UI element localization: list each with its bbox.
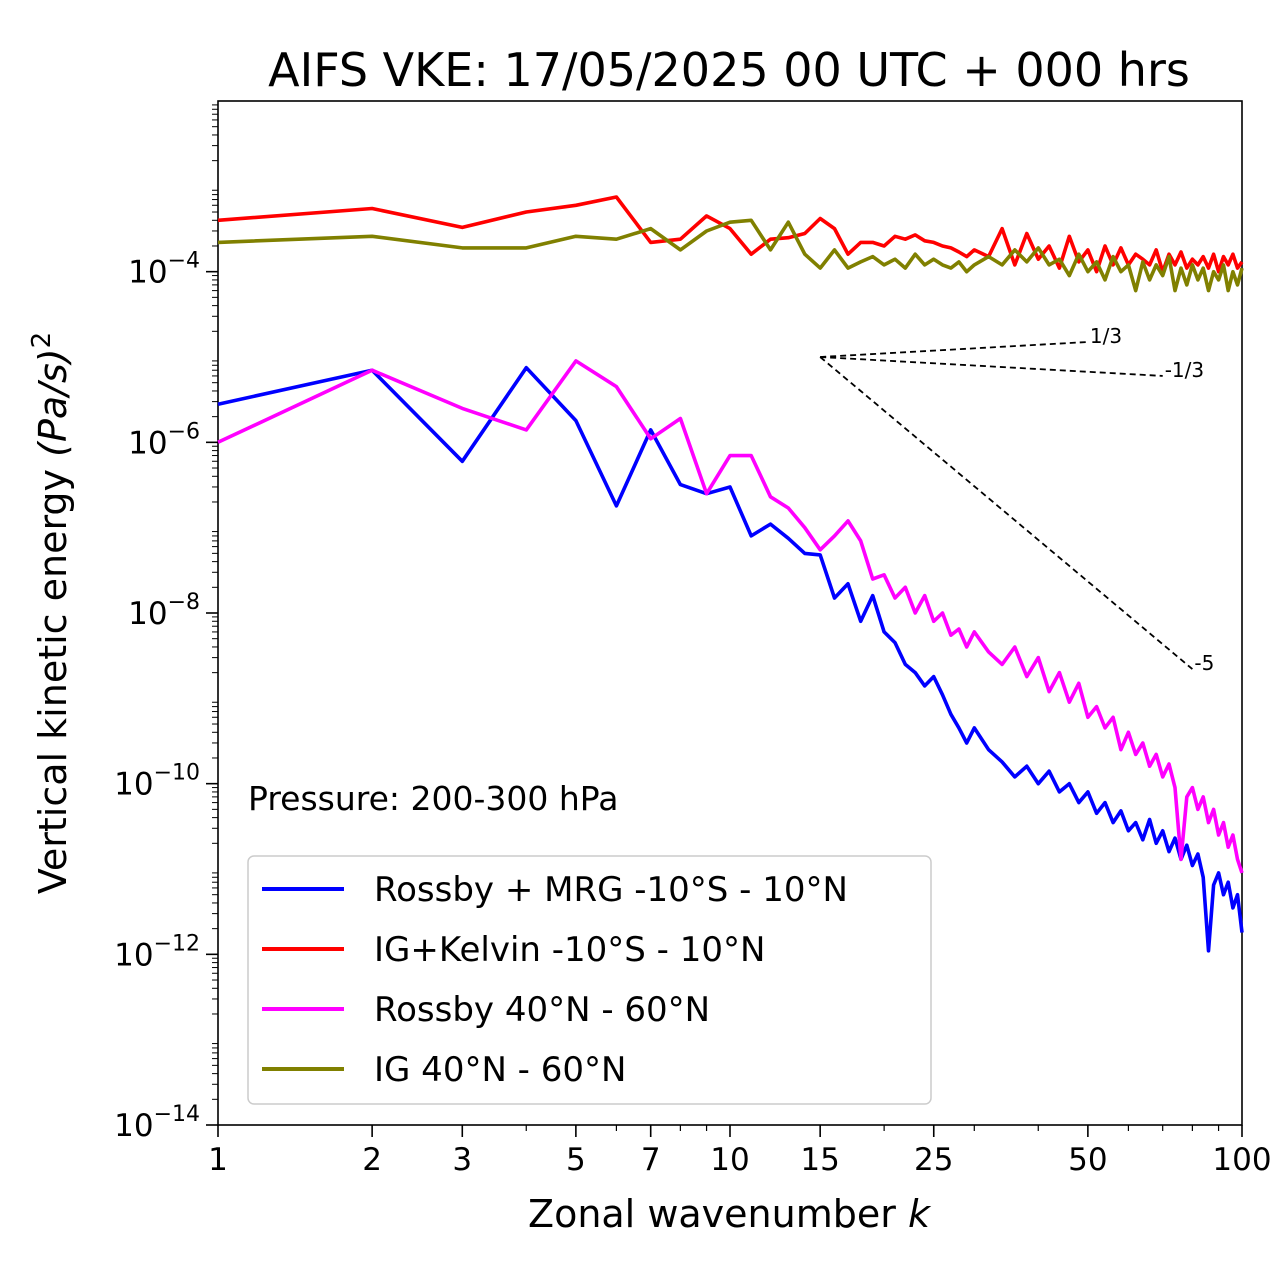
- y-tick-label: 10−6: [128, 419, 200, 461]
- series-line-1: [217, 195, 1244, 274]
- x-tick-label: 7: [641, 1142, 661, 1178]
- reference-slopes: 1/3 -1/3 -5: [819, 324, 1214, 675]
- reference-slope-line: [819, 356, 1193, 670]
- y-tick-label: 10−4: [128, 249, 200, 291]
- x-tick-label: 10: [710, 1142, 749, 1178]
- legend-box: [247, 855, 932, 1105]
- y-tick-label: 10−8: [128, 590, 200, 632]
- series-line-3: [217, 218, 1244, 293]
- reference-slope-label: -5: [1194, 651, 1214, 675]
- chart-title: AIFS VKE: 17/05/2025 00 UTC + 000 hrs: [268, 43, 1190, 97]
- x-axis: 1 2 3 5 7 10 15 25 50 100: [208, 1125, 1272, 1178]
- x-tick-label: 100: [1212, 1142, 1271, 1178]
- y-axis-label: Vertical kinetic energy (Pa/s)2: [27, 332, 75, 894]
- reference-slope-label: 1/3: [1090, 324, 1122, 348]
- series-layer: [217, 195, 1244, 953]
- x-tick-label: 1: [208, 1142, 228, 1178]
- series-line-0: [217, 365, 1244, 953]
- y-tick-label: 10−14: [114, 1102, 200, 1144]
- x-tick-label: 15: [800, 1142, 839, 1178]
- y-tick-label: 10−10: [114, 761, 200, 803]
- x-tick-label: 5: [566, 1142, 586, 1178]
- legend-label: Rossby 40°N - 60°N: [374, 990, 710, 1030]
- legend-label: IG 40°N - 60°N: [374, 1050, 626, 1090]
- pressure-annotation: Pressure: 200-300 hPa: [248, 779, 618, 818]
- x-tick-label: 3: [452, 1142, 472, 1178]
- legend-label: Rossby + MRG -10°S - 10°N: [374, 870, 848, 910]
- series-line-2: [217, 359, 1244, 874]
- reference-slope-label: -1/3: [1165, 358, 1204, 382]
- x-tick-label: 25: [914, 1142, 953, 1178]
- legend: Rossby + MRG -10°S - 10°N IG+Kelvin -10°S…: [247, 855, 932, 1105]
- x-tick-label: 50: [1068, 1142, 1107, 1178]
- x-axis-label: Zonal wavenumber k: [528, 1192, 932, 1236]
- reference-slope-line: [820, 341, 1088, 358]
- legend-label: IG+Kelvin -10°S - 10°N: [374, 930, 765, 970]
- plot-area: 1/3 -1/3 -5: [217, 100, 1244, 1126]
- reference-slope-line: [820, 356, 1163, 377]
- y-axis: 10−4 10−6 10−8 10−10 10−12 10−14: [114, 104, 218, 1144]
- y-tick-label: 10−12: [114, 931, 200, 973]
- x-tick-label: 2: [362, 1142, 382, 1178]
